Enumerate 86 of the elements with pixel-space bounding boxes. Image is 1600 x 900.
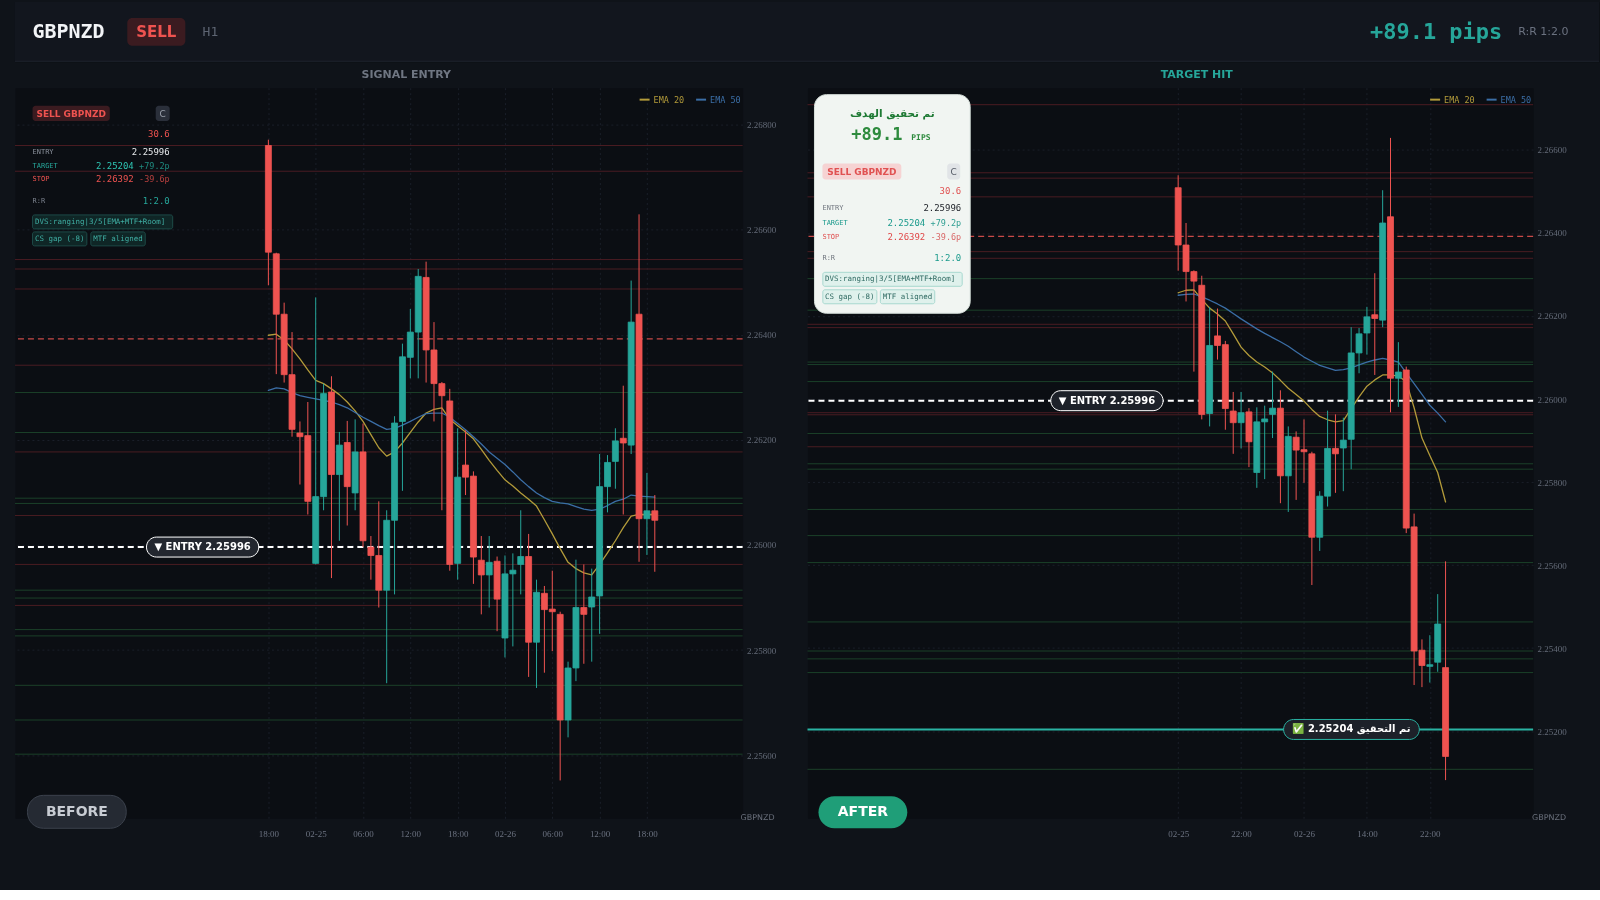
chart-title: SIGNAL ENTRY [361,67,452,81]
y-tick-label: 2.26400 [1537,228,1568,239]
candlestick [1332,413,1339,494]
y-tick-label: 2.25600 [1537,560,1568,571]
y-tick-label: 2.26200 [1537,311,1568,322]
candlestick [1237,391,1245,449]
annotation: SELL GBPNZD [36,108,106,119]
text: +89.1 pips [1370,18,1503,44]
y-tick-label: 2.26800 [747,119,777,130]
line-series [267,387,656,511]
annotation: 1:2.0 [142,196,170,207]
y-tick-label: 2.25200 [1537,726,1568,737]
annotation: -39.6p [930,232,962,243]
y-tick-label: 2.26200 [747,435,777,446]
text: SELL [136,22,177,41]
y-tick-label: 2.25400 [1537,643,1568,654]
candlestick [485,535,493,609]
legend-label: EMA 50 [1500,94,1532,105]
candlestick [517,509,525,595]
annotation: 30.6 [148,128,170,139]
annotation: 2.26392 [95,174,134,185]
text: R:R 1:2.0 [1518,24,1569,38]
chart-title: TARGET HIT [1160,67,1234,81]
x-tick-label: 02-25 [1168,828,1190,839]
annotation: +89.1 [851,123,903,144]
candlestick [1371,272,1379,376]
annotation: تم تحقيق الهدف [849,106,935,120]
y-tick-label: 2.26400 [747,330,777,341]
legend-label: EMA 50 [710,94,741,105]
candlestick [1426,634,1434,684]
legend-label: EMA 20 [1444,94,1475,105]
annotation: BEFORE [45,803,108,820]
annotation: C [159,108,166,119]
y-tick-label: 2.26000 [1537,394,1568,405]
line-series [1177,293,1447,423]
candlestick [1394,341,1402,408]
annotation: SELL GBPNZD [827,166,897,177]
annotation: -39.6p [139,174,170,185]
candlestick [619,385,627,515]
annotation: 2.26392 [887,232,926,243]
annotation: C [950,166,957,177]
annotation: GBPNZD [740,813,775,823]
x-tick-label: 18:00 [258,828,280,839]
candlestick [1229,391,1237,455]
x-tick-label: 12:00 [589,828,611,839]
annotation: GBPNZD [1532,813,1567,823]
ref-line-label: ✅ تم التحقيق 2.25204 [1292,722,1411,736]
annotation: +79.2p [139,160,170,171]
x-tick-label: 14:00 [1357,828,1379,839]
candlestick [580,563,588,665]
annotation: AFTER [837,803,889,820]
line-series [1177,289,1447,503]
x-tick-label: 18:00 [447,828,469,839]
x-tick-label: 06:00 [542,828,564,839]
x-tick-label: 12:00 [400,828,422,839]
y-tick-label: 2.26000 [747,540,777,551]
x-tick-label: 22:00 [1420,828,1442,839]
x-tick-label: 02-26 [495,828,517,839]
y-tick-label: 2.25800 [1537,477,1568,488]
text: GBPNZD [32,18,105,43]
candlestick [477,535,485,615]
annotation: 1:2.0 [934,253,962,264]
y-tick-label: 2.26600 [747,225,777,236]
candlestick [611,427,619,490]
annotation: 2.25204 [887,218,926,229]
legend-label: EMA 20 [653,94,685,105]
annotation: +79.2p [930,218,962,229]
x-tick-label: 06:00 [353,828,375,839]
text: H1 [202,23,219,39]
y-tick-label: 2.26600 [1537,145,1568,156]
x-tick-label: 22:00 [1231,828,1253,839]
candlestick [651,494,659,573]
x-tick-label: 02-26 [1294,828,1316,839]
ref-line-label: ▼ ENTRY 2.25996 [1058,394,1156,406]
annotation: 2.25996 [923,203,962,214]
annotation: PIPS [911,132,931,142]
y-tick-label: 2.25800 [747,645,777,656]
x-tick-label: 18:00 [637,828,659,839]
x-tick-label: 02-25 [305,828,328,839]
candlestick [1269,371,1276,439]
candlestick [643,472,651,556]
ref-line-label: ▼ ENTRY 2.25996 [154,541,251,553]
annotation: 2.25996 [131,146,170,157]
annotation: 2.25204 [95,160,134,171]
annotation: 30.6 [939,186,962,197]
y-tick-label: 2.25600 [747,750,777,761]
